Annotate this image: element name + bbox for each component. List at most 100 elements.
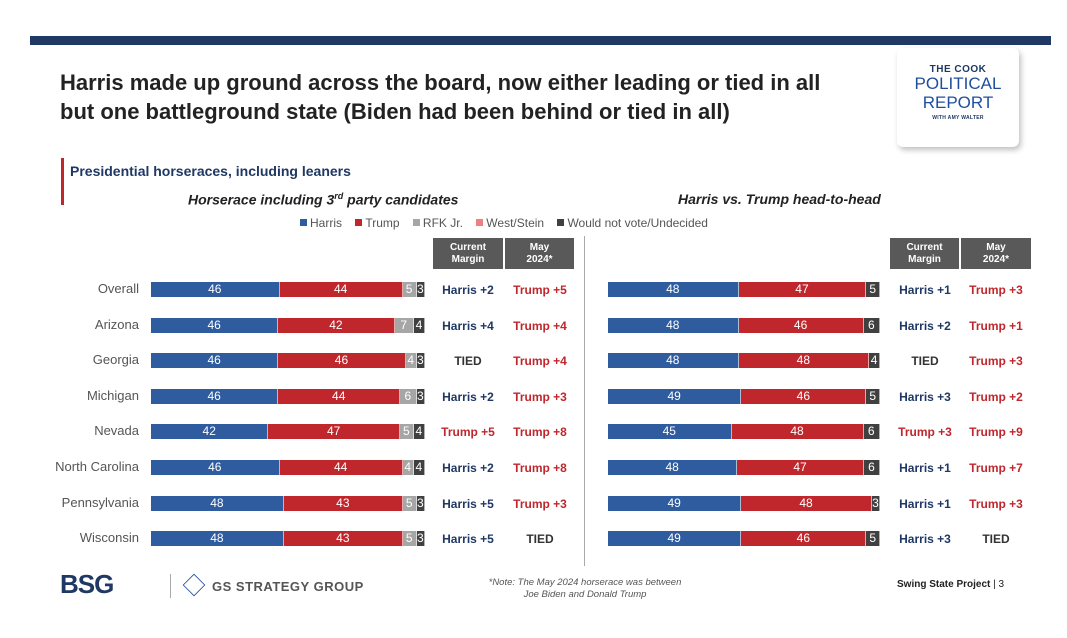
right-segment-harris-overall: 48	[608, 282, 739, 297]
footnote-line-1: *Note: The May 2024 horserace was betwee…	[488, 577, 682, 588]
left-segment-harris-wisconsin: 48	[151, 531, 284, 547]
footer-separator	[170, 574, 171, 598]
left-may-margin-georgia: Trump +4	[513, 354, 567, 369]
legend-harris-swatch	[300, 219, 307, 227]
left-current-margin-north-carolina: Harris +2	[442, 461, 494, 475]
legend-west-stein-label: West/Stein	[486, 216, 545, 230]
right-bar-wisconsin: 49 46 5	[608, 531, 880, 547]
footer-project: Swing State Project | 3	[897, 579, 1005, 590]
right-segment-harris-georgia: 48	[608, 353, 739, 369]
top-accent-bar	[30, 36, 1051, 45]
legend-west-stein: West/Stein	[476, 216, 544, 230]
gs-strategy-diamond-icon	[182, 573, 206, 597]
left-segment-would-not-vote-undecided-pennsylvania: 3	[416, 495, 425, 511]
right-segment-harris-north-carolina: 48	[608, 460, 738, 475]
cook-political-report-logo: THE COOK POLITICAL REPORT WITH AMY WALTE…	[897, 48, 1019, 147]
bsg-logo: BSG	[60, 569, 114, 599]
legend-rfk-swatch	[412, 219, 420, 227]
right-segment-trump-arizona: 46	[738, 317, 864, 333]
left-segment-rfk-jr-wisconsin: 5	[402, 531, 417, 547]
left-current-margin-header-l2: Margin	[451, 254, 485, 265]
left-may-margin-pennsylvania: Trump +3	[513, 496, 567, 511]
right-segment-harris-nevada: 45	[608, 424, 732, 440]
state-label-nevada: Nevada	[94, 423, 139, 439]
left-segment-rfk-jr-arizona: 7	[394, 317, 414, 333]
right-bar-arizona: 48 46 6	[608, 317, 880, 333]
gs-strategy-group-logo: GS STRATEGY GROUP	[212, 579, 364, 594]
logo-line-1: THE COOK	[929, 64, 987, 75]
logo-line-2: POLITICAL	[914, 74, 1002, 93]
state-label-arizona: Arizona	[94, 316, 139, 332]
state-label-wisconsin: Wisconsin	[79, 530, 139, 546]
right-segment-would-not-vote-undecided-pennsylvania: 3	[871, 495, 880, 511]
legend-undecided: Would not vote/Undecided	[557, 216, 708, 230]
right-bar-pennsylvania: 49 48 3	[608, 495, 880, 511]
right-may-margin-nevada: Trump +9	[969, 425, 1023, 440]
page-title: Harris made up ground across the board, …	[60, 70, 821, 124]
legend-undecided-swatch	[557, 219, 565, 227]
right-current-margin-georgia: TIED	[911, 354, 939, 369]
right-current-margin-nevada: Trump +3	[898, 425, 952, 440]
left-segment-trump-michigan: 44	[278, 388, 401, 404]
legend-trump-swatch	[355, 219, 363, 227]
left-segment-harris-pennsylvania: 48	[151, 495, 284, 511]
right-segment-harris-wisconsin: 49	[608, 531, 742, 547]
right-may-margin-pennsylvania: Trump +3	[969, 496, 1023, 511]
right-bar-nevada: 45 48 6	[608, 424, 880, 440]
left-segment-would-not-vote-undecided-georgia: 3	[416, 353, 425, 369]
right-segment-trump-overall: 47	[738, 282, 867, 297]
right-may-2024-header-l1: May	[986, 242, 1006, 253]
left-segment-rfk-jr-nevada: 5	[399, 424, 414, 440]
right-may-2024-header: May 2024*	[961, 238, 1031, 269]
right-current-margin-header-l2: Margin	[908, 254, 941, 265]
right-segment-trump-wisconsin: 46	[741, 531, 867, 547]
left-may-margin-arizona: Trump +4	[513, 318, 567, 333]
footnote-line-2: Joe Biden and Donald Trump	[523, 589, 647, 600]
left-bar-wisconsin: 48 43 5 3	[151, 531, 425, 547]
left-segment-trump-nevada: 47	[268, 424, 400, 440]
right-may-margin-wisconsin: TIED	[982, 532, 1010, 547]
chart-subtitle: Presidential horseraces, including leane…	[70, 163, 351, 179]
right-current-margin-header: Current Margin	[890, 238, 959, 269]
state-label-overall: Overall	[97, 281, 139, 296]
left-segment-trump-georgia: 46	[278, 353, 406, 369]
left-segment-trump-north-carolina: 44	[279, 460, 403, 475]
right-segment-trump-pennsylvania: 48	[741, 495, 872, 511]
right-segment-would-not-vote-undecided-wisconsin: 5	[866, 531, 880, 547]
right-current-margin-header-l1: Current	[906, 242, 943, 253]
right-segment-would-not-vote-undecided-arizona: 6	[863, 317, 880, 333]
left-segment-would-not-vote-undecided-arizona: 4	[413, 317, 425, 333]
state-label-michigan: Michigan	[86, 387, 139, 403]
left-current-margin-arizona: Harris +4	[442, 318, 494, 333]
footer-project-name: Swing State Project	[897, 579, 991, 590]
right-segment-harris-michigan: 49	[608, 388, 742, 404]
legend-west-stein-swatch	[476, 219, 484, 227]
left-current-margin-header: Current Margin	[433, 238, 503, 269]
legend-harris-label: Harris	[310, 216, 342, 230]
left-panel-title-prefix: Horserace including 3	[188, 191, 335, 208]
left-may-margin-nevada: Trump +8	[513, 425, 567, 440]
left-segment-trump-overall: 44	[279, 282, 403, 297]
left-may-2024-header-l2: 2024*	[526, 254, 553, 265]
left-may-margin-north-carolina: Trump +8	[513, 461, 567, 475]
left-segment-would-not-vote-undecided-overall: 3	[416, 282, 425, 297]
right-segment-would-not-vote-undecided-michigan: 5	[866, 388, 880, 404]
state-label-georgia: Georgia	[92, 352, 139, 368]
left-may-margin-wisconsin: TIED	[526, 532, 554, 547]
left-segment-trump-wisconsin: 43	[283, 531, 403, 547]
left-current-margin-wisconsin: Harris +5	[442, 532, 494, 547]
left-current-margin-georgia: TIED	[454, 354, 482, 369]
left-bar-overall: 46 44 5 3	[151, 282, 425, 297]
right-segment-would-not-vote-undecided-overall: 5	[866, 282, 880, 297]
left-segment-harris-nevada: 42	[151, 424, 269, 440]
left-segment-rfk-jr-michigan: 6	[400, 388, 417, 404]
right-current-margin-wisconsin: Harris +3	[899, 532, 951, 547]
left-may-margin-overall: Trump +5	[513, 283, 567, 297]
left-segment-rfk-jr-overall: 5	[402, 282, 417, 297]
left-segment-would-not-vote-undecided-nevada: 4	[413, 424, 425, 440]
left-panel-title-suffix: party candidates	[343, 191, 459, 208]
left-panel-title-sup: rd	[334, 191, 344, 201]
right-may-margin-georgia: Trump +3	[969, 354, 1023, 369]
left-current-margin-michigan: Harris +2	[442, 389, 494, 404]
left-segment-would-not-vote-undecided-wisconsin: 3	[416, 531, 425, 547]
